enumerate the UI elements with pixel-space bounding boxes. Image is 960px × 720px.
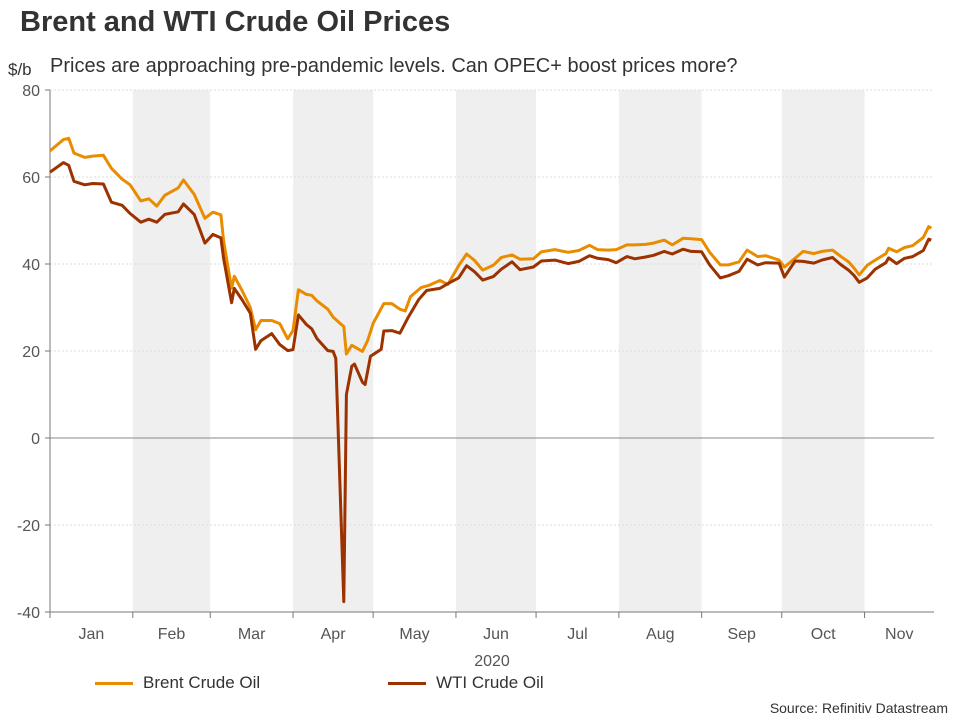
x-tick-label: Feb: [158, 626, 186, 643]
legend-label-wti: WTI Crude Oil: [436, 673, 544, 692]
y-tick-label: 20: [22, 344, 40, 361]
x-tick-label: Mar: [238, 626, 266, 643]
legend-label-brent: Brent Crude Oil: [143, 673, 261, 692]
y-axis-label: $/b: [8, 60, 32, 79]
legend-swatch-brent: [95, 681, 133, 685]
y-tick-label: -20: [17, 518, 40, 535]
chart-subtitle: Prices are approaching pre-pandemic leve…: [50, 55, 738, 77]
y-tick-label: -40: [17, 605, 40, 622]
series-line-brent: [49, 136, 933, 356]
y-tick-label: 40: [22, 257, 40, 274]
y-tick-label: 80: [22, 83, 40, 100]
x-tick-label: Oct: [811, 626, 836, 643]
x-tick-label: Apr: [321, 626, 347, 643]
x-tick-label: Nov: [885, 626, 913, 643]
x-tick-label: Jan: [78, 626, 104, 643]
x-tick-label: Sep: [727, 626, 756, 643]
x-tick-label: May: [399, 626, 429, 643]
y-tick-label: 60: [22, 170, 40, 187]
x-tick-label: Aug: [646, 626, 674, 643]
chart-title: Brent and WTI Crude Oil Prices: [20, 6, 451, 38]
series-line-wti: [49, 161, 932, 604]
source-note: Source: Refinitiv Datastream: [769, 700, 948, 716]
y-tick-label: 0: [31, 431, 40, 448]
legend-swatch-wti: [388, 681, 426, 685]
legend-item-brent: Brent Crude Oil: [95, 673, 260, 693]
x-axis-label: 2020: [474, 653, 510, 670]
legend-item-wti: WTI Crude Oil: [388, 673, 544, 693]
x-tick-label: Jun: [483, 626, 509, 643]
x-tick-label: Jul: [567, 626, 587, 643]
